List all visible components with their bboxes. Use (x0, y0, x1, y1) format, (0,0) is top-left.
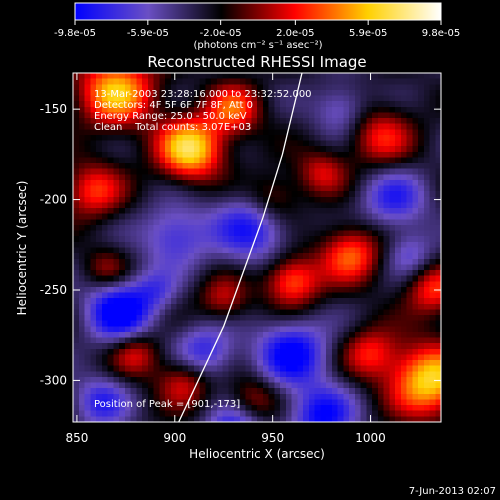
colorbar-ticks: -9.8e-05 -5.9e-05 -2.0e-05 2.0e-05 5.9e-05 9.… (54, 20, 460, 39)
colorbar-tick-label: -5.9e-05 (127, 28, 169, 39)
colorbar-tick-label: 2.0e-05 (276, 28, 314, 39)
colorbar-tick-label: -2.0e-05 (200, 28, 242, 39)
y-axis-label: Heliocentric Y (arcsec) (15, 181, 29, 316)
peak-position-annotation: Position of Peak = [901,-173] (94, 399, 240, 410)
y-tick-label: -300 (40, 373, 67, 387)
y-tick-label: -250 (40, 283, 67, 297)
chart-title: Reconstructed RHESSI Image (147, 53, 366, 71)
time-range-annotation: 13-Mar-2003 23:28:16.000 to 23:32:52.000 (94, 89, 312, 100)
colorbar-tick-label: -9.8e-05 (54, 28, 96, 39)
plot-frame (72, 72, 442, 423)
x-tick-label: 950 (261, 431, 284, 445)
colorbar (74, 2, 442, 21)
x-axis: 850 900 950 1000 (65, 73, 386, 445)
y-tick-label: -150 (40, 102, 67, 116)
x-axis-label: Heliocentric X (arcsec) (189, 447, 325, 461)
solar-limb-line (178, 73, 303, 422)
method-annotation: Clean Total counts: 3.07E+03 (94, 122, 251, 133)
colorbar-units-label: (photons cm⁻² s⁻¹ asec⁻²) (193, 40, 322, 51)
timestamp: 7-Jun-2013 02:07 (409, 486, 496, 497)
energy-range-annotation: Energy Range: 25.0 - 50.0 keV (94, 111, 247, 122)
colorbar-tick-label: 5.9e-05 (349, 28, 387, 39)
heatmap-image (73, 73, 441, 422)
y-tick-label: -200 (40, 193, 67, 207)
colorbar-tick-label: 9.8e-05 (422, 28, 460, 39)
x-tick-label: 1000 (355, 431, 386, 445)
detectors-annotation: Detectors: 4F 5F 6F 7F 8F, Att 0 (94, 100, 253, 111)
y-axis: -150 -200 -250 -300 (40, 102, 441, 387)
x-tick-label: 850 (65, 431, 88, 445)
x-tick-label: 900 (163, 431, 186, 445)
